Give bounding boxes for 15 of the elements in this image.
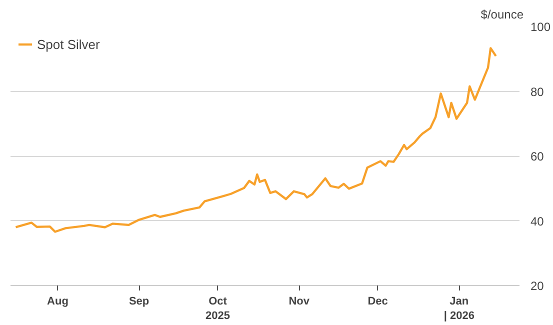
x-tick-label: Jan [450,296,469,308]
text: | 2026 [444,310,474,322]
y-tick-label: 80 [530,84,544,99]
x-tick-label: Aug [47,296,68,308]
x-tick-label: Sep [128,296,150,308]
x-tick-label: Oct [208,296,228,308]
x-tick-label: Nov [288,296,310,308]
y-tick-label: 100 [530,20,551,34]
x-tick-label: Dec [368,296,388,308]
text: 2025 [206,310,230,322]
y-tick-label: 20 [530,279,544,293]
y-tick-label: 40 [530,214,544,228]
y-axis-title: $/ounce [480,8,524,22]
legend-label: Spot Silver [37,36,100,52]
y-tick-label: 60 [530,150,544,164]
